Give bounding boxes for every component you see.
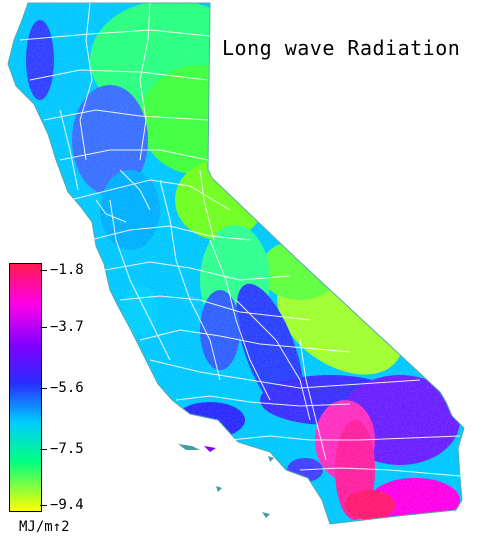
- legend-tick-label: −1.8: [50, 262, 84, 278]
- legend-unit: MJ/m↑2: [19, 519, 70, 535]
- legend-tick: [40, 388, 47, 389]
- map-title: Long wave Radiation: [222, 36, 461, 60]
- legend-tick-label: −7.5: [50, 441, 84, 457]
- state-outline: [7, 2, 465, 525]
- legend-tick-label: −3.7: [50, 319, 84, 335]
- legend-tick-label: −9.4: [50, 497, 84, 513]
- legend-tick: [40, 270, 47, 271]
- legend-tick: [40, 449, 47, 450]
- county-boundaries: [19, 2, 461, 477]
- color-scale-bar: [9, 263, 42, 512]
- legend-tick: [40, 505, 47, 506]
- channel-islands: [178, 444, 274, 518]
- legend-tick-label: −5.6: [50, 380, 84, 396]
- legend-tick: [40, 327, 47, 328]
